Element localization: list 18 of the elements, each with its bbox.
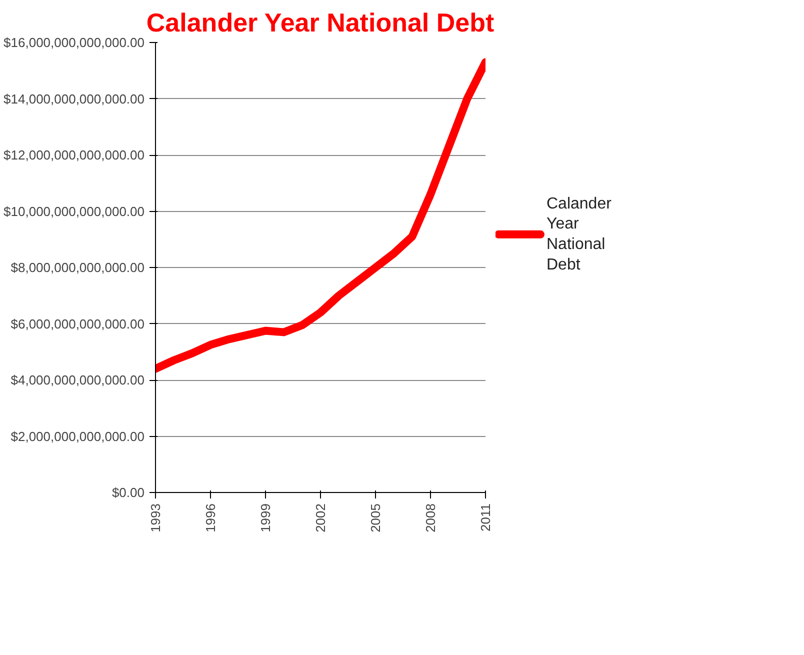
y-tick-label: $2,000,000,000,000.00 [10, 428, 145, 444]
legend-label: Calander Year National Debt [546, 195, 612, 274]
chart-title: Calander Year National Debt [146, 8, 494, 38]
x-tick-label: 1996 [203, 504, 218, 532]
y-tick-label: $0.00 [112, 485, 145, 500]
x-tick-label: 1993 [148, 504, 163, 532]
x-tick-label: 2008 [423, 504, 438, 532]
y-tick-label: $8,000,000,000,000.00 [10, 260, 145, 275]
y-tick-label: $12,000,000,000,000.00 [4, 148, 144, 162]
y-tick-label: $4,000,000,000,000.00 [10, 372, 145, 388]
y-tick-label: $10,000,000,000,000.00 [4, 204, 144, 219]
y-tick-label: $6,000,000,000,000.00 [10, 316, 145, 332]
x-tick-label: 1999 [258, 504, 273, 532]
y-tick-label: $14,000,000,000,000.00 [4, 91, 144, 106]
y-tick-label: $16,000,000,000,000.00 [4, 35, 144, 50]
x-tick-label: 2011 [478, 503, 493, 532]
x-tick-label: 2005 [368, 504, 383, 532]
x-tick-label: 2002 [313, 504, 328, 532]
